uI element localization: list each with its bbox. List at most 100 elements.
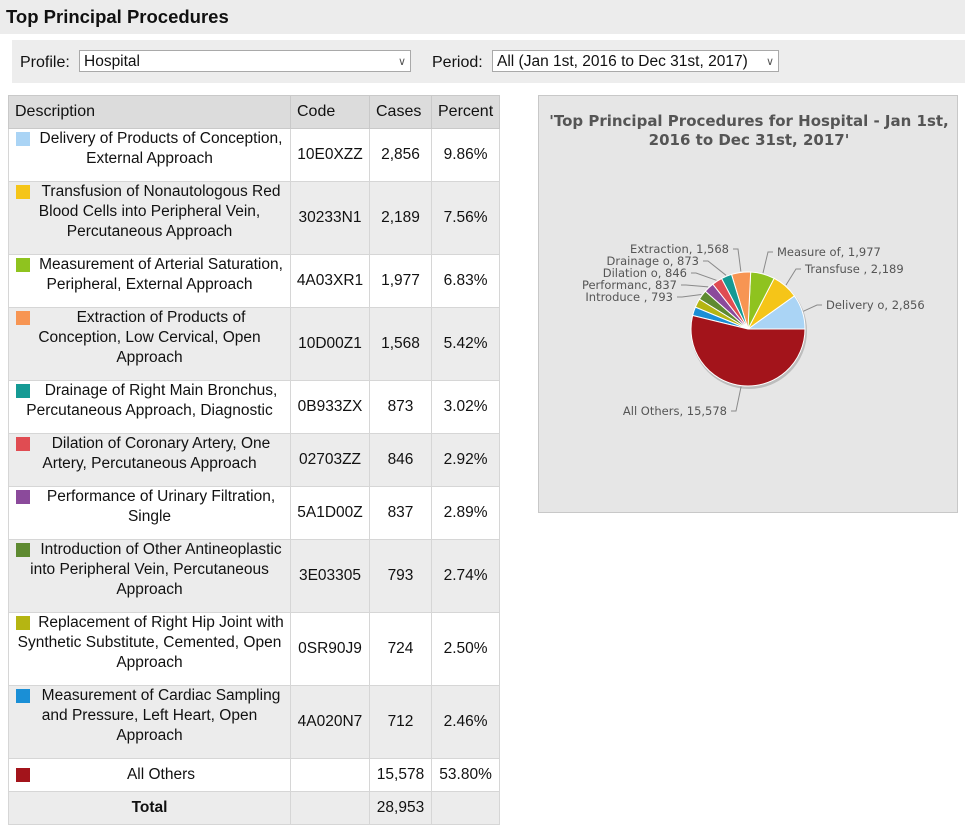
description-text: Drainage of Right Main Bronchus, Percuta… [26,382,278,419]
page-title: Top Principal Procedures [6,6,229,27]
profile-select[interactable]: Hospital ∨ [79,50,411,72]
description-text: Transfusion of Nonautologous Red Blood C… [38,183,281,240]
description-text: Dilation of Coronary Artery, One Artery,… [42,435,271,472]
legend-swatch [16,437,30,451]
legend-swatch [16,616,30,630]
cell-code: 10E0XZZ [290,128,370,182]
description-text: Performance of Urinary Filtration, Singl… [46,488,276,525]
pie-data-label: Measure of, 1,977 [777,245,881,259]
legend-swatch [16,185,30,199]
description-text: Measurement of Arterial Saturation, Peri… [39,256,283,293]
table-row[interactable]: Measurement of Arterial Saturation, Peri… [8,254,501,308]
data-label-connector [733,248,742,272]
cell-description: Extraction of Products of Conception, Lo… [8,307,291,381]
cell-code [290,758,370,792]
table-row[interactable]: Dilation of Coronary Artery, One Artery,… [8,433,501,487]
cell-cases: 15,578 [369,758,432,792]
total-cases: 28,953 [369,791,432,825]
legend-swatch [16,384,30,398]
cell-code: 0SR90J9 [290,612,370,686]
data-label-connector [681,284,709,288]
period-select-value: All (Jan 1st, 2016 to Dec 31st, 2017) [497,53,748,70]
col-header-description[interactable]: Description [8,95,291,129]
pie-data-label: Performanc, 837 [582,278,677,292]
cell-percent: 5.42% [430,307,501,381]
pie-data-label: All Others, 15,578 [623,404,727,418]
table-row[interactable]: Extraction of Products of Conception, Lo… [8,307,501,381]
table-row[interactable]: Delivery of Products of Conception, Exte… [8,128,501,182]
table-row[interactable]: Introduction of Other Antineoplastic int… [8,539,501,613]
cell-description: Measurement of Cardiac Sampling and Pres… [8,685,291,759]
table-row[interactable]: Measurement of Cardiac Sampling and Pres… [8,685,501,759]
cell-percent: 2.46% [430,685,501,759]
cell-code: 10D00Z1 [290,307,370,381]
cell-percent: 2.50% [430,612,501,686]
description-text: Replacement of Right Hip Joint with Synt… [17,614,284,671]
cell-cases: 873 [369,380,432,434]
cell-description: Introduction of Other Antineoplastic int… [8,539,291,613]
cell-code: 4A03XR1 [290,254,370,308]
legend-swatch [16,689,30,703]
legend-swatch [16,311,30,325]
table-row[interactable]: Replacement of Right Hip Joint with Synt… [8,612,501,686]
cell-cases: 1,977 [369,254,432,308]
chart-title: 'Top Principal Procedures for Hospital -… [549,112,949,149]
cell-code: 0B933ZX [290,380,370,434]
col-header-code[interactable]: Code [290,95,370,129]
cell-code: 4A020N7 [290,685,370,759]
description-text: Introduction of Other Antineoplastic int… [30,541,282,598]
table-row[interactable]: Performance of Urinary Filtration, Singl… [8,486,501,540]
cell-percent: 2.89% [430,486,501,540]
legend-swatch [16,768,30,782]
pie-data-label: Transfuse , 2,189 [804,262,904,276]
cell-percent: 3.02% [430,380,501,434]
pie-slice[interactable] [690,314,806,387]
cell-code: 30233N1 [290,181,370,255]
cell-description: Drainage of Right Main Bronchus, Percuta… [8,380,291,434]
cell-cases: 2,189 [369,181,432,255]
pie-chart: Delivery o, 2,856 Transfuse , 2,189 Measur… [582,242,925,418]
pie-data-label: Extraction, 1,568 [630,242,729,256]
data-label-connector [703,260,727,276]
cell-percent: 2.92% [430,433,501,487]
description-text: All Others [126,766,196,783]
profile-select-value: Hospital [84,53,140,70]
cell-percent: 53.80% [430,758,501,792]
period-label: Period: [432,54,483,71]
cell-percent: 7.56% [430,181,501,255]
description-text: Delivery of Products of Conception, Exte… [39,130,283,167]
table-row[interactable]: All Others 15,578 53.80% [8,758,501,792]
description-text: Extraction of Products of Conception, Lo… [38,309,261,366]
legend-swatch [16,490,30,504]
col-header-percent[interactable]: Percent [430,95,501,129]
cell-code: 3E03305 [290,539,370,613]
col-header-cases[interactable]: Cases [369,95,432,129]
procedures-table: Description Code Cases Percent Delivery … [8,95,501,825]
cell-code: 5A1D00Z [290,486,370,540]
cell-cases: 2,856 [369,128,432,182]
description-text: Measurement of Cardiac Sampling and Pres… [41,687,281,744]
cell-code: 02703ZZ [290,433,370,487]
total-label: Total [8,791,291,825]
header-bar [0,0,965,34]
pie-data-label: Drainage o, 873 [607,254,700,268]
profile-label: Profile: [20,54,70,71]
chevron-down-icon: ∨ [397,56,406,68]
table-row[interactable]: Drainage of Right Main Bronchus, Percuta… [8,380,501,434]
pie-data-label: Delivery o, 2,856 [826,298,925,312]
legend-swatch [16,543,30,557]
data-label-connector [731,386,742,412]
cell-percent [430,791,501,825]
cell-cases: 837 [369,486,432,540]
pie-chart-panel: 'Top Principal Procedures for Hospital -… [538,95,958,513]
period-select[interactable]: All (Jan 1st, 2016 to Dec 31st, 2017) ∨ [492,50,779,72]
cell-description: Measurement of Arterial Saturation, Peri… [8,254,291,308]
cell-cases: 1,568 [369,307,432,381]
table-row[interactable]: Transfusion of Nonautologous Red Blood C… [8,181,501,255]
cell-cases: 793 [369,539,432,613]
data-label-connector [762,251,773,274]
data-label-connector [677,294,702,298]
cell-description: Transfusion of Nonautologous Red Blood C… [8,181,291,255]
cell-cases: 724 [369,612,432,686]
chevron-down-icon: ∨ [765,56,774,68]
